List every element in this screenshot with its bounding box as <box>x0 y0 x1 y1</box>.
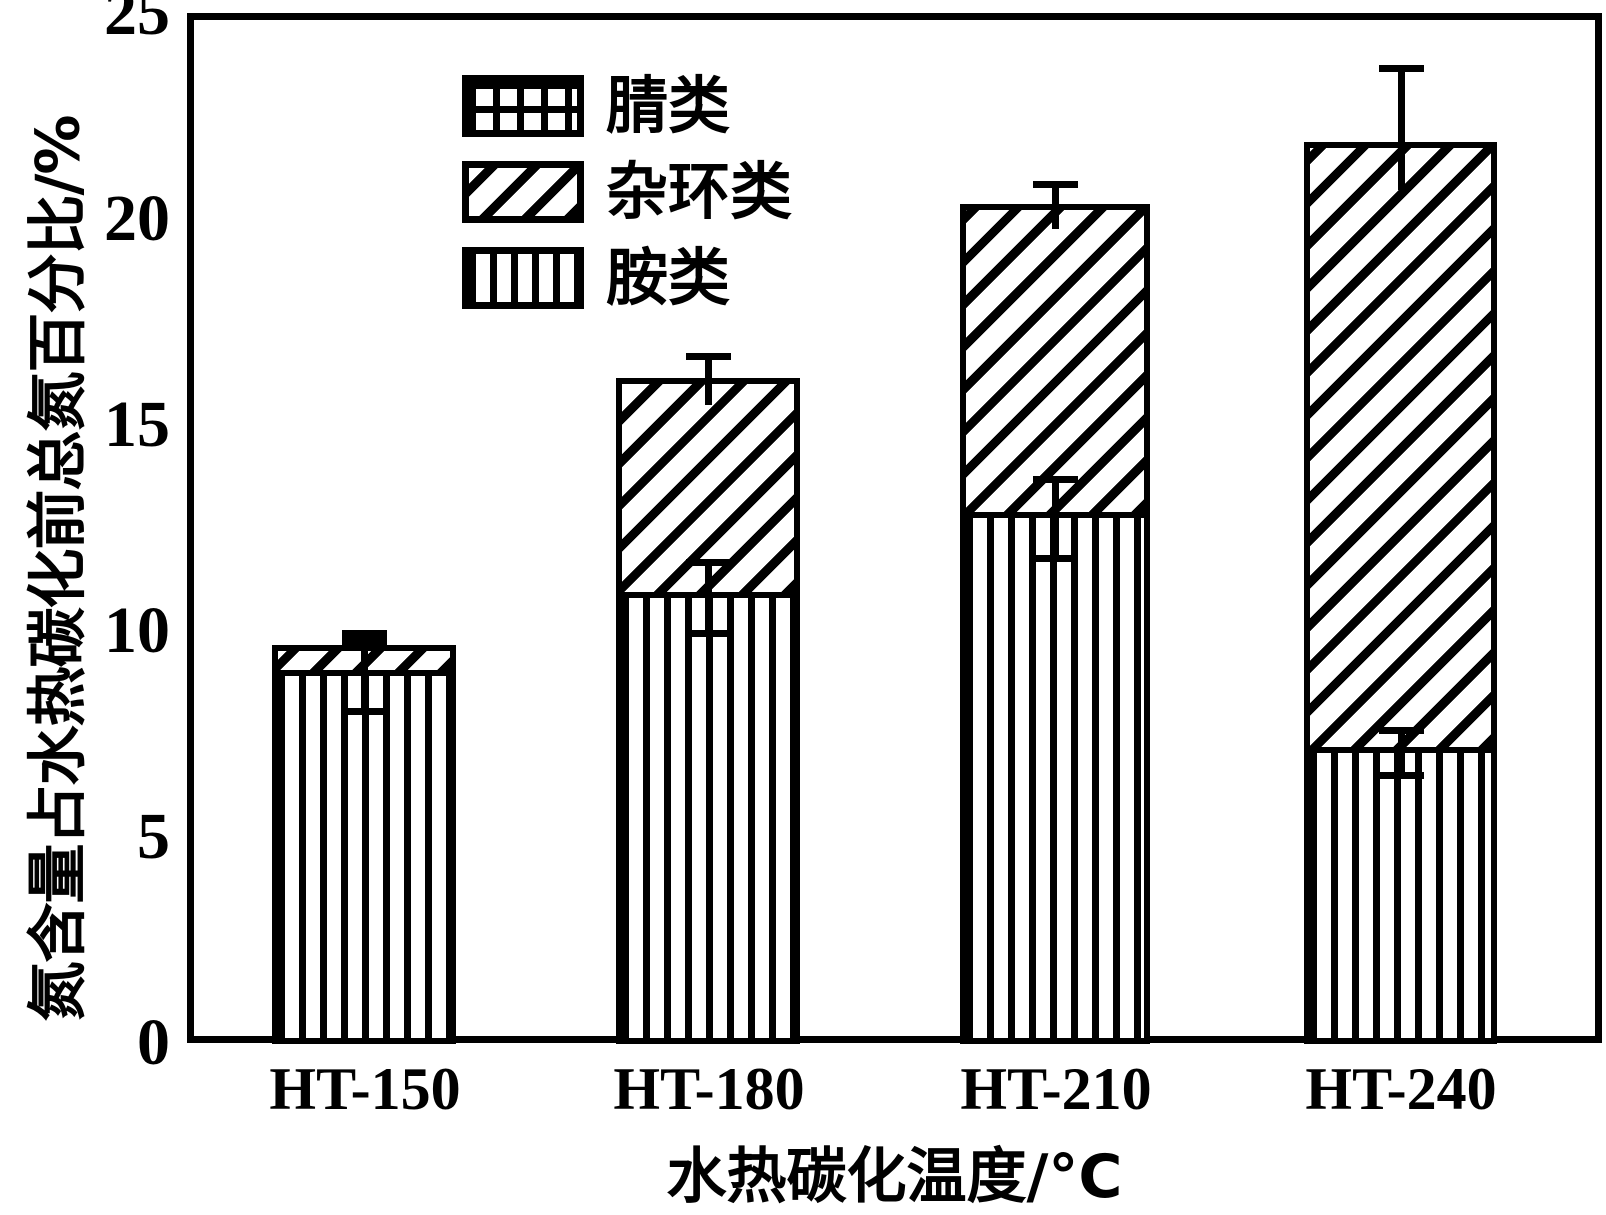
errorbar-ht180-amine-cap-upper <box>686 559 731 566</box>
bar-ht150-amine <box>272 670 456 1044</box>
bar-ht210-amine <box>960 512 1150 1044</box>
errorbar-ht210-amine-cap-lower <box>1033 555 1078 562</box>
legend-label-amine: 胺类 <box>606 241 731 314</box>
legend: 腈类 杂环类 胺类 <box>462 66 882 324</box>
legend-swatch-vertical-lines-icon <box>462 247 584 309</box>
y-tick-label-10: 10 <box>104 594 170 667</box>
legend-item-nitrile: 腈类 <box>462 66 882 146</box>
legend-label-heterocycle: 杂环类 <box>606 155 793 228</box>
errorbar-ht210-amine-stem <box>1052 476 1059 562</box>
x-axis-title: 水热碳化温度/°C <box>666 1142 1123 1212</box>
errorbar-ht150-total-cap-upper <box>342 630 387 646</box>
errorbar-ht240-amine-cap-lower <box>1379 772 1424 779</box>
x-tick-label-ht-150: HT-150 <box>269 1056 461 1122</box>
legend-label-nitrile: 腈类 <box>606 69 731 142</box>
bar-ht240-amine <box>1304 747 1497 1044</box>
y-tick-label-5: 5 <box>137 800 170 873</box>
errorbar-ht240-amine-stem <box>1398 727 1405 779</box>
plot-area: 腈类 杂环类 胺类 <box>187 13 1602 1044</box>
x-tick-label-ht-180: HT-180 <box>613 1056 805 1122</box>
errorbar-ht180-total-cap-upper <box>686 353 731 360</box>
bar-ht210-heterocycle <box>960 204 1150 518</box>
errorbar-ht180-total-stem <box>705 353 712 405</box>
bar-ht180-amine <box>616 592 800 1044</box>
errorbar-ht210-amine-cap-upper <box>1033 476 1078 483</box>
bar-ht240-heterocycle <box>1304 142 1497 753</box>
errorbar-ht150-amine-cap-lower <box>342 708 387 715</box>
x-tick-label-ht-240: HT-240 <box>1305 1056 1497 1122</box>
y-tick-label-25: 25 <box>104 0 170 49</box>
legend-item-heterocycle: 杂环类 <box>462 152 882 232</box>
y-tick-label-20: 20 <box>104 182 170 255</box>
errorbar-ht180-amine-stem <box>705 559 712 637</box>
errorbar-ht240-total-cap-upper <box>1379 65 1424 72</box>
x-tick-label-ht-210: HT-210 <box>960 1056 1152 1122</box>
errorbar-ht240-total-stem <box>1398 65 1405 190</box>
y-axis-tick-labels: 25 20 15 10 5 0 <box>0 0 170 1100</box>
legend-item-amine: 胺类 <box>462 238 882 318</box>
errorbar-ht180-amine-cap-lower <box>686 630 731 637</box>
y-tick-label-0: 0 <box>137 1006 170 1079</box>
errorbar-ht150-amine-stem <box>361 637 368 715</box>
y-tick-label-15: 15 <box>104 388 170 461</box>
legend-swatch-diagonal-hatch-icon <box>462 161 584 223</box>
errorbar-ht210-total-stem <box>1052 181 1059 229</box>
errorbar-ht240-amine-cap-upper <box>1379 727 1424 734</box>
errorbar-ht210-total-cap-upper <box>1033 181 1078 188</box>
legend-swatch-crosshatch-icon <box>462 75 584 137</box>
